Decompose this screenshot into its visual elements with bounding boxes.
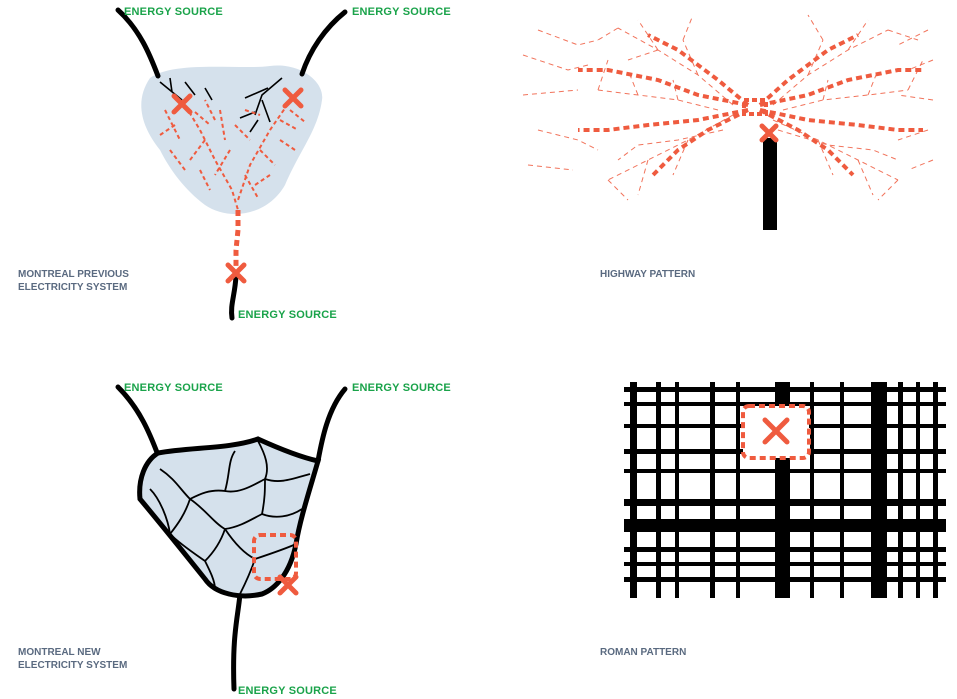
highway-trunk [763,138,777,230]
panel-montreal-new: ENERGY SOURCE ENERGY SOURCE ENERGY SOURC… [0,349,478,699]
energy-line-left [115,384,161,458]
new-system-diagram [115,384,348,692]
energy-source-label: ENERGY SOURCE [238,309,337,321]
x-mark-icon [762,417,790,445]
panel-roman-pattern: ROMAN PATTERN [478,349,957,699]
x-mark-icon [225,262,247,284]
service-area [141,65,323,215]
caption-line: MONTREAL NEW [18,647,101,658]
caption: HIGHWAY PATTERN [600,268,695,281]
caption-line: HIGHWAY PATTERN [600,269,696,280]
roman-grid-diagram [624,382,946,598]
highway-diagram [522,14,934,230]
distribution-network [159,97,306,211]
energy-line-left [115,7,161,79]
x-mark-icon [759,123,779,143]
energy-line-bottom [229,273,239,321]
energy-line-bottom [231,591,243,692]
arterial-roads [578,33,923,177]
caption: MONTREAL NEW ELECTRICITY SYSTEM [18,646,127,672]
x-mark-icon [282,87,304,109]
trunk-feeder [233,210,241,272]
caption-line: ELECTRICITY SYSTEM [18,282,128,293]
energy-line-right [315,386,348,464]
energy-source-label: ENERGY SOURCE [352,6,451,18]
panel-montreal-previous: ENERGY SOURCE ENERGY SOURCE ENERGY SOURC… [0,0,478,349]
highway-hub [742,98,768,116]
caption: ROMAN PATTERN [600,646,686,659]
caption: MONTREAL PREVIOUS ELECTRICITY SYSTEM [18,268,129,294]
service-area [137,436,322,599]
failure-zone [252,533,298,581]
energy-source-label: ENERGY SOURCE [124,6,223,18]
energy-source-label: ENERGY SOURCE [352,382,451,394]
energy-source-label: ENERGY SOURCE [238,685,337,697]
panel-highway-pattern: HIGHWAY PATTERN [478,0,957,349]
caption-line: ELECTRICITY SYSTEM [18,660,128,671]
x-mark-icon [277,574,299,596]
energy-source-label: ENERGY SOURCE [124,382,223,394]
previous-system-diagram [115,7,348,321]
x-mark-icon [171,93,193,115]
caption-line: ROMAN PATTERN [600,647,687,658]
fine-branches [522,14,934,201]
caption-line: MONTREAL PREVIOUS [18,269,129,280]
black-branches [159,77,283,133]
energy-line-right [299,9,348,77]
